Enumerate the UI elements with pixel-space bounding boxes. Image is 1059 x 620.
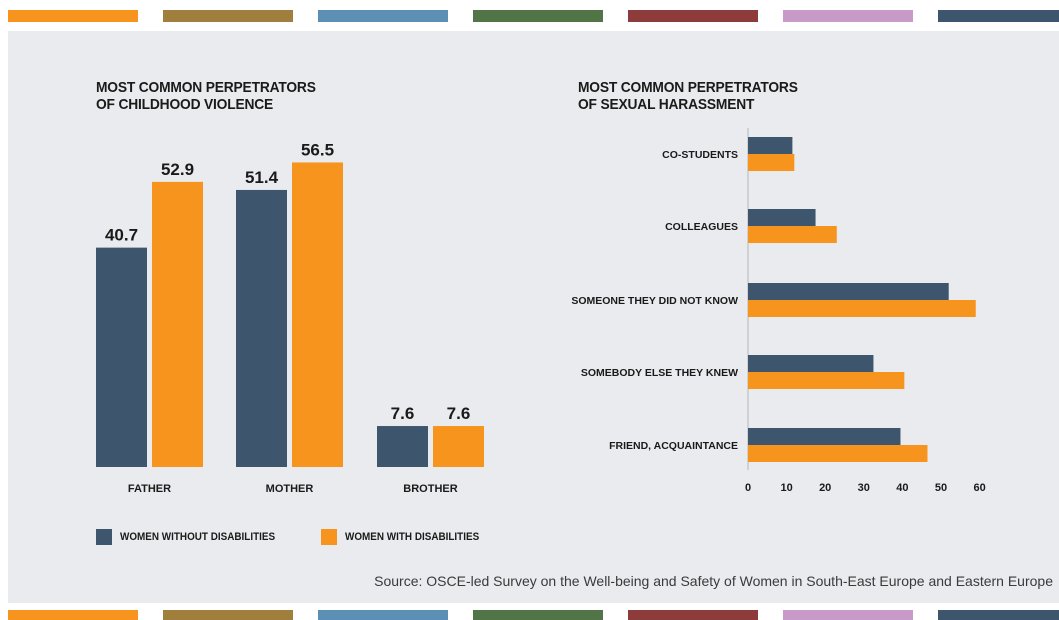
top-stripe-segment [163, 10, 293, 22]
legend-swatch-women-with-disabilities [321, 529, 337, 545]
top-color-stripe [0, 10, 1059, 22]
sexual-harassment-title-line-1: MOST COMMON PERPETRATORS [578, 79, 798, 96]
category-label-mother: MOTHER [266, 483, 314, 495]
top-stripe-segment [473, 10, 603, 22]
sexual-harassment-title-line-2: OF SEXUAL HARASSMENT [578, 96, 755, 113]
bar-somebody-else-they-knew-series-2 [748, 372, 905, 389]
bar-father-series-1 [96, 247, 147, 467]
x-tick-label-30: 30 [858, 482, 870, 494]
top-stripe-segment [938, 10, 1059, 22]
top-stripe-segment [628, 10, 758, 22]
bar-brother-series-2 [433, 426, 484, 467]
x-tick-label-40: 40 [896, 482, 908, 494]
x-tick-label-60: 60 [973, 482, 985, 494]
childhood-violence-chart-title: MOST COMMON PERPETRATORS OF CHILDHOOD VI… [96, 79, 316, 113]
x-tick-label-0: 0 [745, 482, 751, 494]
bottom-stripe-segment [163, 610, 293, 620]
bar-father-series-2 [152, 181, 203, 467]
bottom-stripe-segment [473, 610, 603, 620]
source-note: Source: OSCE-led Survey on the Well-bein… [374, 573, 1053, 589]
data-label-father-series-1: 40.7 [105, 226, 138, 245]
top-stripe-segment [783, 10, 913, 22]
category-label-someone-they-did-not-know: SOMEONE THEY DID NOT KNOW [571, 295, 738, 307]
legend-label-women-without-disabilities: WOMEN WITHOUT DISABILITIES [120, 531, 276, 543]
top-stripe-segment [8, 10, 138, 22]
bar-somebody-else-they-knew-series-1 [748, 355, 874, 372]
bar-co-students-series-1 [748, 137, 793, 154]
bottom-stripe-segment [318, 610, 448, 620]
category-label-father: FATHER [128, 483, 171, 495]
x-tick-label-50: 50 [935, 482, 947, 494]
bar-mother-series-2 [292, 162, 343, 467]
childhood-violence-title-line-2: OF CHILDHOOD VIOLENCE [96, 96, 274, 113]
bar-co-students-series-2 [748, 154, 795, 171]
bar-someone-they-did-not-know-series-2 [748, 300, 976, 317]
data-label-mother-series-1: 51.4 [245, 168, 279, 187]
category-label-friend-acquaintance: FRIEND, ACQUAINTANCE [609, 440, 738, 452]
legend-label-women-with-disabilities: WOMEN WITH DISABILITIES [345, 531, 480, 543]
data-label-brother-series-2: 7.6 [447, 404, 471, 423]
bottom-color-stripe [0, 610, 1059, 620]
category-label-colleagues: COLLEAGUES [665, 221, 738, 233]
bar-mother-series-1 [236, 189, 287, 468]
data-label-father-series-2: 52.9 [161, 160, 194, 179]
data-label-mother-series-2: 56.5 [301, 140, 334, 159]
bottom-stripe-segment [938, 610, 1059, 620]
sexual-harassment-chart-title: MOST COMMON PERPETRATORS OF SEXUAL HARAS… [578, 79, 798, 113]
bar-friend-acquaintance-series-2 [748, 445, 928, 462]
childhood-violence-title-line-1: MOST COMMON PERPETRATORS [96, 79, 316, 96]
bottom-stripe-segment [8, 610, 138, 620]
bar-friend-acquaintance-series-1 [748, 428, 901, 445]
data-label-brother-series-1: 7.6 [391, 404, 415, 423]
bar-colleagues-series-2 [748, 226, 837, 243]
bottom-stripe-segment [628, 610, 758, 620]
legend-swatch-women-without-disabilities [96, 529, 112, 545]
category-label-co-students: CO-STUDENTS [662, 149, 738, 161]
bar-colleagues-series-1 [748, 209, 816, 226]
top-stripe-segment [318, 10, 448, 22]
category-label-somebody-else-they-knew: SOMEBODY ELSE THEY KNEW [581, 367, 738, 379]
x-tick-label-20: 20 [819, 482, 831, 494]
bar-someone-they-did-not-know-series-1 [748, 283, 949, 300]
bar-brother-series-1 [377, 426, 428, 467]
x-tick-label-10: 10 [780, 482, 792, 494]
bottom-stripe-segment [783, 610, 913, 620]
category-label-brother: BROTHER [403, 483, 457, 495]
